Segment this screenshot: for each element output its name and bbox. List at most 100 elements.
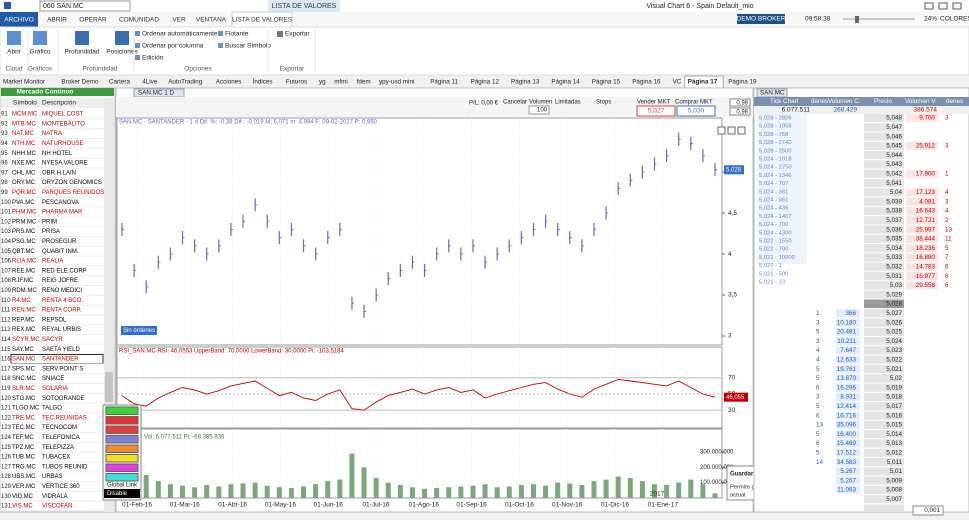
disable-link[interactable]: Disable <box>107 491 128 497</box>
sell-button[interactable] <box>636 105 676 117</box>
volume-input[interactable] <box>528 105 550 115</box>
row-name[interactable]: RED ELE.CORP <box>42 268 87 274</box>
page-tab[interactable]: Cartera <box>109 79 130 86</box>
row-name[interactable]: URBAS <box>42 474 63 480</box>
depth-price[interactable]: 5,012 <box>886 449 902 456</box>
page-tab[interactable]: yg <box>319 79 326 86</box>
depth-price[interactable]: 5,022 <box>886 356 902 363</box>
row-name[interactable]: REIG JOFRE <box>42 278 78 284</box>
depth-price[interactable]: 5,024 <box>886 338 902 345</box>
row-name[interactable]: VIDRALA <box>42 494 68 500</box>
page-tab[interactable]: Acciones <box>216 79 242 86</box>
page-tab[interactable]: Página 14 <box>551 79 580 86</box>
zoom-thumb[interactable] <box>855 16 859 23</box>
row-symbol[interactable]: SAN.MC <box>12 357 36 363</box>
ribbon-button[interactable]: Abrir <box>7 49 22 56</box>
ribbon-tab[interactable]: ABRIR <box>47 17 67 24</box>
ribbon-button[interactable]: Profundidad <box>64 49 99 56</box>
row-name[interactable]: PRISA <box>42 229 60 235</box>
row-name[interactable]: RENTA 4 BCO. <box>42 298 83 304</box>
row-name[interactable]: NATURHOUSE <box>42 141 84 147</box>
depth-price[interactable]: 5,019 <box>886 384 902 391</box>
row-name[interactable]: RENTA CORP. <box>42 308 82 314</box>
row-symbol[interactable]: NAT.MC <box>12 131 35 137</box>
row-symbol[interactable]: VER.MC <box>12 484 36 490</box>
link-color[interactable] <box>105 435 139 444</box>
row-name[interactable]: SOLARIA <box>42 386 68 392</box>
depth-price[interactable]: 5,03 <box>890 282 903 289</box>
row-symbol[interactable]: ORY.MC <box>12 180 36 186</box>
row-symbol[interactable]: TEC.MC <box>12 425 36 431</box>
page-tab[interactable]: Página 11 <box>430 79 458 86</box>
depth-price[interactable]: 5,013 <box>886 440 902 447</box>
row-name[interactable]: REYAL URBIS <box>42 327 81 333</box>
depth-price[interactable]: 5,042 <box>886 170 902 177</box>
depth-price[interactable]: 5,044 <box>886 152 902 159</box>
row-symbol[interactable]: TRG.MC <box>12 464 36 470</box>
depth-price[interactable]: 5,048 <box>886 115 902 122</box>
depth-price[interactable]: 5,038 <box>886 208 902 215</box>
ribbon-option[interactable]: Ordenar automáticamente <box>142 31 218 38</box>
depth-price[interactable]: 5,031 <box>886 273 902 280</box>
colors-menu[interactable]: COLORES <box>940 16 969 23</box>
row-symbol[interactable]: REE.MC <box>12 268 36 274</box>
row-symbol[interactable]: R4.MC <box>12 298 31 304</box>
depth-price[interactable]: 5,016 <box>886 412 902 419</box>
depth-price[interactable]: 5,039 <box>886 198 902 205</box>
page-tab[interactable]: mfmi <box>334 79 348 86</box>
page-tab[interactable]: 4Live <box>142 79 158 86</box>
link-color[interactable] <box>105 444 139 453</box>
depth-price[interactable]: 5,01 <box>890 468 903 475</box>
row-symbol[interactable]: REP.MC <box>12 317 35 323</box>
depth-price[interactable]: 5,028 <box>886 301 902 308</box>
stops-label[interactable]: Stops <box>596 100 611 106</box>
row-symbol[interactable]: PSG.MC <box>12 239 36 245</box>
row-name[interactable]: QUABIT INM. <box>42 249 79 255</box>
row-symbol[interactable]: NTH.MC <box>12 141 36 147</box>
ribbon-button-icon[interactable] <box>115 31 129 45</box>
page-tab[interactable]: Índices <box>253 77 273 86</box>
row-name[interactable]: SOTOGRANDE <box>42 396 85 402</box>
row-symbol[interactable]: OHL.MC <box>12 170 36 176</box>
depth-price[interactable]: 5,035 <box>886 236 902 243</box>
row-name[interactable]: ORYZON GENOMICS <box>42 180 102 186</box>
chart-tool-icon[interactable] <box>717 126 726 135</box>
export-button[interactable]: Exportar <box>285 31 310 38</box>
depth-price[interactable]: 5,011 <box>887 459 903 466</box>
row-symbol[interactable]: MTB.MC <box>12 121 36 127</box>
row-symbol[interactable]: MCM.MC <box>12 112 38 118</box>
depth-price[interactable]: 5,025 <box>886 329 902 336</box>
depth-price[interactable]: 5,007 <box>886 496 902 503</box>
link-color[interactable] <box>105 416 139 425</box>
page-tab[interactable]: fdem <box>357 79 371 86</box>
ribbon-tab[interactable]: OPERAR <box>79 17 107 24</box>
chart-tool-icon[interactable] <box>737 126 746 135</box>
row-name[interactable]: TUBOS REUNID <box>42 464 88 470</box>
row-symbol[interactable]: SPS.MC <box>12 366 36 372</box>
row-name[interactable]: MONTEBALITO <box>42 121 85 127</box>
row-name[interactable]: OBR.H.LAIN <box>42 170 76 176</box>
depth-price[interactable]: 5,033 <box>886 254 902 261</box>
window-control[interactable] <box>952 2 962 10</box>
row-symbol[interactable]: VIS.MC <box>12 504 33 510</box>
row-name[interactable]: SACYR <box>42 337 63 343</box>
depth-price[interactable]: 5,041 <box>886 180 902 187</box>
row-name[interactable]: SERV.POINT S <box>42 366 83 372</box>
ribbon-tab-file[interactable] <box>0 12 38 27</box>
row-symbol[interactable]: PRM.MC <box>12 219 37 225</box>
ribbon-button[interactable]: Posiciones <box>106 49 138 56</box>
scroll-thumb[interactable] <box>105 372 113 402</box>
row-symbol[interactable]: PVA.MC <box>12 200 35 206</box>
row-name[interactable]: TUBACEX <box>42 455 70 461</box>
page-tab[interactable]: Futuros <box>286 79 307 86</box>
row-symbol[interactable]: TPZ.MC <box>12 445 35 451</box>
symbol-input[interactable] <box>39 0 131 12</box>
page-tab[interactable]: Broker Demo <box>61 79 99 86</box>
depth-price[interactable]: 5,037 <box>886 217 902 224</box>
row-name[interactable]: SNIACE <box>42 376 64 382</box>
page-tab[interactable]: AutoTrading <box>168 79 203 86</box>
ribbon-tab[interactable]: COMUNIDAD <box>119 17 159 24</box>
row-symbol[interactable]: TLGO.MC <box>12 406 40 412</box>
link-color[interactable] <box>105 454 139 463</box>
ribbon-button-icon[interactable] <box>75 31 89 45</box>
